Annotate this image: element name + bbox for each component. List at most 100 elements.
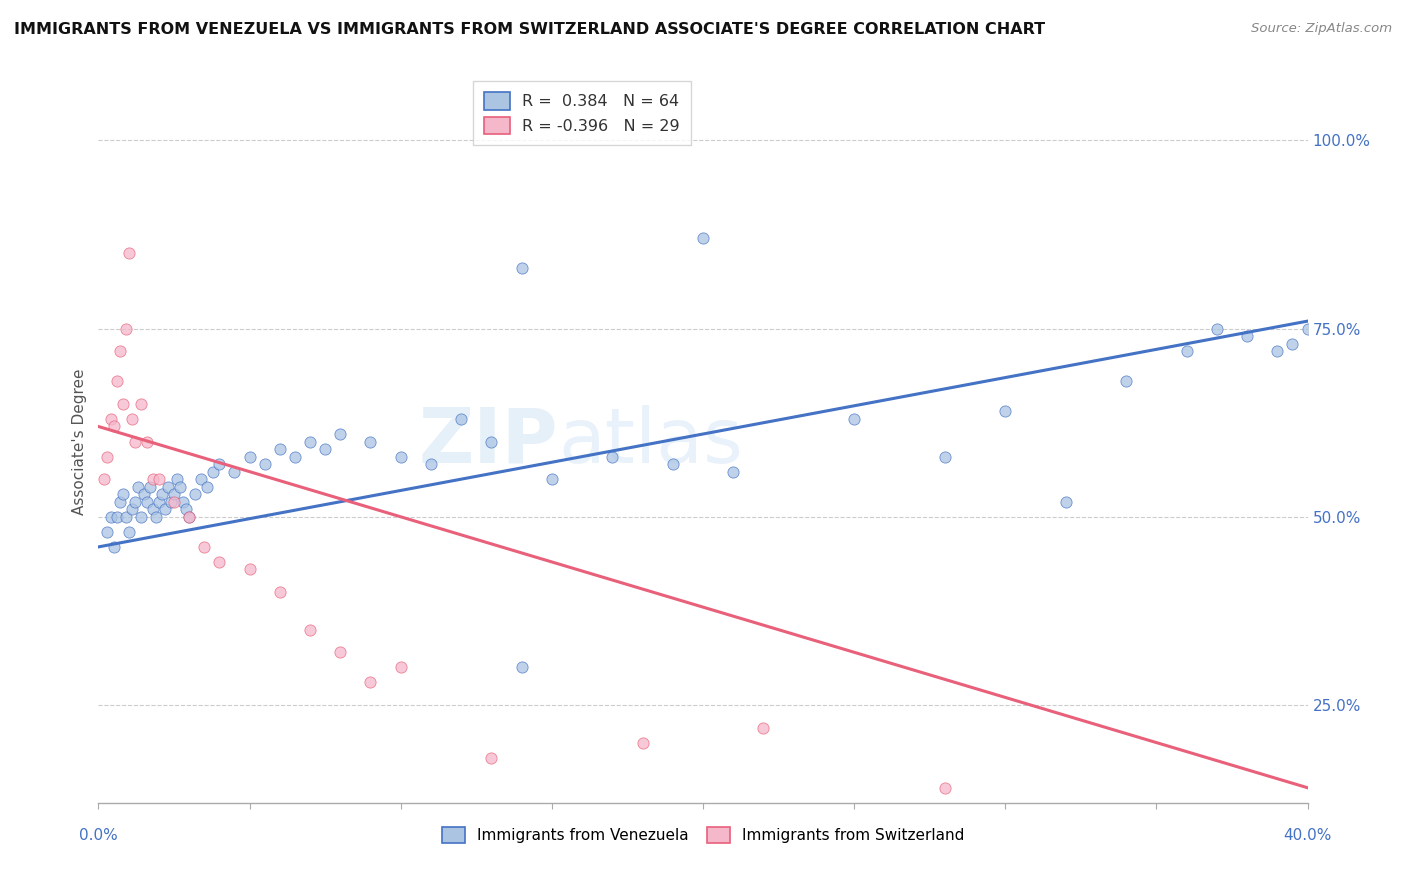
Text: atlas: atlas [558,405,742,478]
Point [96,450,118,464]
Point [132,487,155,501]
Point [135,434,157,449]
Point [150,487,173,501]
Point [314,442,336,456]
Point [540,472,562,486]
Point [193,540,215,554]
Point [142,472,165,486]
Point [96,524,118,539]
Point [111,397,134,411]
Point [269,585,291,599]
Point [1281,336,1303,351]
Point [129,509,152,524]
Point [190,472,212,486]
Point [93,472,115,486]
Point [481,750,503,764]
Point [934,450,956,464]
Point [114,321,136,335]
Point [172,494,194,508]
Point [360,675,382,690]
Point [661,457,683,471]
Point [329,645,352,659]
Point [239,450,262,464]
Point [1054,494,1077,508]
Point [111,487,134,501]
Point [1115,374,1137,388]
Point [269,442,291,456]
Point [1267,344,1289,359]
Point [153,502,176,516]
Point [1236,329,1258,343]
Text: Source: ZipAtlas.com: Source: ZipAtlas.com [1251,22,1392,36]
Point [100,509,122,524]
Point [163,487,186,501]
Point [108,344,131,359]
Point [420,457,443,471]
Point [174,502,197,516]
Point [389,660,412,674]
Point [224,465,246,479]
Point [239,562,262,576]
Point [103,540,125,554]
Point [139,480,162,494]
Point [121,502,143,516]
Point [169,480,191,494]
Point [166,472,188,486]
Point [1175,344,1198,359]
Point [148,494,170,508]
Point [184,487,207,501]
Point [844,412,866,426]
Point [692,231,714,245]
Point [284,450,307,464]
Point [156,480,179,494]
Y-axis label: Associate's Degree: Associate's Degree [72,368,87,515]
Point [124,434,146,449]
Text: 0.0%: 0.0% [79,828,118,843]
Point [299,623,322,637]
Point [510,261,533,276]
Point [510,660,533,674]
Point [105,374,128,388]
Text: 40.0%: 40.0% [1284,828,1331,843]
Point [160,494,183,508]
Point [481,434,503,449]
Point [105,509,128,524]
Point [124,494,146,508]
Point [142,502,165,516]
Point [752,721,775,735]
Point [450,412,472,426]
Point [994,404,1017,418]
Point [208,555,231,569]
Point [103,419,125,434]
Point [100,412,122,426]
Point [208,457,231,471]
Point [121,412,143,426]
Text: ZIP: ZIP [419,405,558,478]
Point [118,246,141,260]
Point [163,494,186,508]
Legend: Immigrants from Venezuela, Immigrants from Switzerland: Immigrants from Venezuela, Immigrants fr… [436,822,970,849]
Point [145,509,167,524]
Text: IMMIGRANTS FROM VENEZUELA VS IMMIGRANTS FROM SWITZERLAND ASSOCIATE'S DEGREE CORR: IMMIGRANTS FROM VENEZUELA VS IMMIGRANTS … [14,22,1045,37]
Point [179,509,201,524]
Point [127,480,149,494]
Point [1296,321,1319,335]
Point [135,494,157,508]
Point [1206,321,1229,335]
Point [602,450,624,464]
Point [631,735,654,749]
Point [129,397,152,411]
Point [389,450,412,464]
Point [195,480,218,494]
Point [148,472,170,486]
Point [723,465,745,479]
Point [108,494,131,508]
Point [253,457,276,471]
Point [934,780,956,795]
Point [118,524,141,539]
Point [360,434,382,449]
Point [179,509,201,524]
Point [329,427,352,442]
Point [202,465,225,479]
Point [114,509,136,524]
